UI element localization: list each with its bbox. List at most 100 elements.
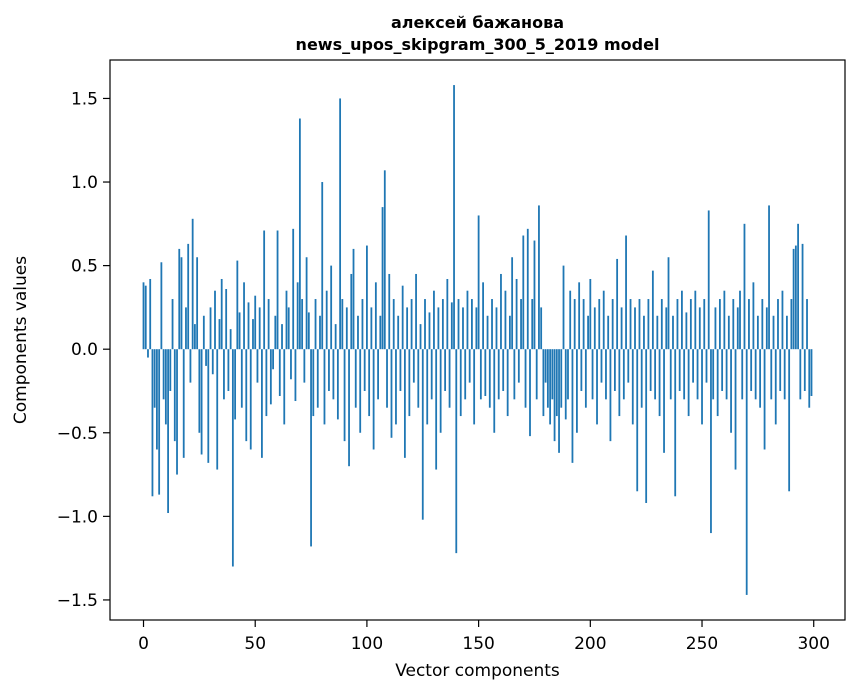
bar bbox=[491, 299, 493, 350]
bar bbox=[622, 349, 625, 400]
bar bbox=[736, 307, 739, 350]
bar bbox=[591, 349, 594, 400]
bar bbox=[576, 349, 578, 433]
bar bbox=[734, 349, 737, 470]
bar bbox=[298, 118, 301, 350]
bar bbox=[180, 257, 183, 350]
bar bbox=[634, 307, 636, 350]
bar bbox=[669, 349, 672, 400]
bar bbox=[703, 299, 706, 350]
bar bbox=[504, 290, 507, 350]
bar bbox=[629, 299, 632, 350]
bar bbox=[701, 349, 703, 425]
x-axis-label: Vector components bbox=[395, 661, 560, 681]
bar bbox=[223, 349, 225, 400]
bar bbox=[245, 349, 248, 442]
bar bbox=[473, 349, 476, 425]
bar bbox=[231, 349, 234, 567]
bar bbox=[357, 315, 359, 350]
bar bbox=[435, 349, 438, 470]
bar bbox=[401, 285, 404, 350]
bar bbox=[370, 307, 373, 350]
bar bbox=[448, 349, 451, 408]
bar bbox=[616, 258, 619, 350]
bar bbox=[721, 349, 724, 391]
bar bbox=[426, 349, 429, 425]
bar bbox=[406, 307, 409, 350]
bar bbox=[531, 299, 534, 350]
bar bbox=[707, 210, 710, 350]
bar bbox=[202, 315, 205, 350]
bar bbox=[535, 349, 538, 400]
bar bbox=[263, 230, 266, 350]
bar bbox=[276, 230, 279, 350]
bar bbox=[705, 349, 708, 383]
x-tick-label: 0 bbox=[138, 634, 149, 654]
bar bbox=[482, 282, 484, 350]
bar bbox=[553, 349, 556, 442]
bar bbox=[506, 349, 509, 417]
bar bbox=[520, 299, 522, 350]
bar bbox=[788, 349, 791, 492]
bar bbox=[781, 290, 784, 350]
bar bbox=[341, 299, 344, 350]
bar bbox=[153, 349, 156, 408]
bar bbox=[227, 349, 230, 391]
bar bbox=[457, 299, 460, 350]
bar bbox=[395, 349, 397, 425]
bar bbox=[149, 278, 152, 350]
bar bbox=[665, 307, 668, 350]
bar bbox=[446, 278, 449, 350]
y-tick-label: 0.0 bbox=[71, 340, 98, 360]
bar bbox=[182, 349, 185, 458]
bar bbox=[225, 289, 228, 350]
bar bbox=[582, 299, 585, 350]
bar bbox=[613, 349, 616, 391]
bar bbox=[761, 299, 764, 350]
bar bbox=[607, 315, 610, 350]
bar bbox=[810, 349, 813, 396]
bar bbox=[343, 349, 346, 442]
bar bbox=[551, 349, 554, 400]
bar bbox=[477, 215, 480, 350]
bar bbox=[238, 312, 241, 350]
bar bbox=[806, 299, 808, 350]
bar bbox=[540, 307, 543, 350]
bar bbox=[466, 290, 469, 350]
bar bbox=[345, 307, 348, 350]
bar bbox=[611, 299, 614, 350]
bar bbox=[497, 349, 500, 400]
bar bbox=[658, 349, 661, 417]
bar bbox=[283, 349, 286, 425]
bar bbox=[678, 349, 681, 391]
bar bbox=[799, 349, 802, 400]
x-tick-label: 100 bbox=[351, 634, 383, 654]
bar bbox=[672, 315, 674, 350]
bar bbox=[392, 299, 395, 350]
bar bbox=[488, 349, 491, 408]
bar bbox=[689, 299, 692, 350]
bar bbox=[403, 349, 406, 458]
bar bbox=[158, 349, 161, 495]
bar bbox=[511, 257, 514, 350]
bar bbox=[564, 349, 567, 420]
bar bbox=[441, 299, 444, 350]
bar bbox=[191, 218, 194, 350]
bar bbox=[350, 273, 353, 350]
bar bbox=[314, 299, 317, 350]
bar bbox=[580, 349, 583, 391]
bar bbox=[173, 349, 176, 442]
bar bbox=[274, 315, 277, 350]
bar bbox=[643, 315, 645, 350]
bar bbox=[352, 248, 355, 350]
bar bbox=[290, 349, 292, 380]
bar bbox=[185, 307, 187, 350]
bar bbox=[710, 349, 712, 534]
bar bbox=[462, 307, 464, 350]
bar bbox=[618, 349, 621, 417]
bar bbox=[444, 349, 447, 391]
x-tick-label: 50 bbox=[244, 634, 266, 654]
bar bbox=[752, 282, 755, 350]
bar bbox=[555, 349, 558, 417]
bar bbox=[421, 349, 424, 520]
